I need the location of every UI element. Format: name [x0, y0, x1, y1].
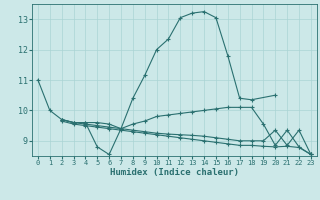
- X-axis label: Humidex (Indice chaleur): Humidex (Indice chaleur): [110, 168, 239, 177]
